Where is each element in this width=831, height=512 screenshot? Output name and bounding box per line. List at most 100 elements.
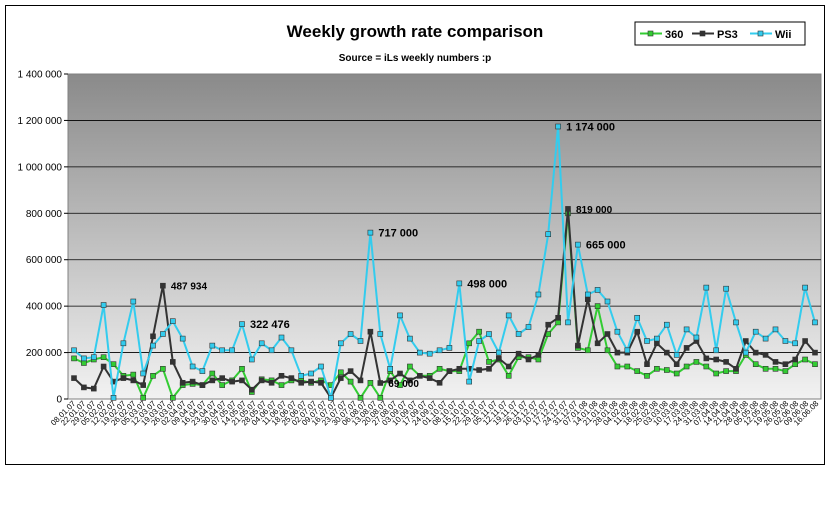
data-point-360 (792, 361, 799, 368)
data-point-wii (644, 338, 650, 344)
data-point-ps3 (288, 375, 295, 381)
data-point-wii (179, 335, 186, 342)
data-point-360 (407, 363, 413, 370)
data-point-wii (486, 331, 492, 337)
data-point-wii (812, 319, 818, 326)
data-point-ps3 (268, 379, 275, 386)
data-point-360 (397, 382, 403, 388)
data-point-360 (278, 382, 285, 388)
data-point-wii (713, 347, 720, 354)
data-label: 717 000 (378, 228, 418, 240)
data-point-ps3 (189, 378, 196, 385)
data-point-ps3 (81, 384, 87, 391)
data-point-wii (120, 340, 127, 347)
series-line-wii (73, 125, 816, 399)
data-label: 487 934 (171, 282, 208, 293)
data-point-ps3 (446, 368, 453, 374)
data-point-ps3 (436, 379, 443, 386)
chart-svg: Weekly growth rate comparison Source = i… (18, 21, 822, 427)
data-point-360 (624, 363, 631, 370)
legend: 360 PS3 Wii (634, 21, 806, 46)
data-point-wii (308, 370, 314, 377)
data-point-wii (298, 372, 305, 379)
chart-frame: Weekly growth rate comparison Source = i… (5, 5, 825, 465)
data-point-360 (782, 368, 789, 374)
data-point-360 (130, 371, 137, 378)
data-point-ps3 (525, 356, 532, 363)
data-point-360 (802, 356, 808, 363)
data-point-ps3 (100, 363, 107, 370)
data-point-wii (288, 347, 295, 354)
data-point-wii (150, 342, 156, 349)
data-point-360 (377, 394, 384, 401)
data-point-360 (555, 319, 561, 326)
data-point-ps3 (752, 349, 759, 356)
data-point-wii (229, 347, 235, 354)
data-point-ps3 (634, 328, 641, 335)
data-point-wii (219, 347, 225, 354)
data-point-ps3 (782, 361, 789, 368)
data-point-360 (100, 354, 107, 361)
data-point-360 (713, 370, 720, 377)
data-point-360 (723, 368, 729, 374)
data-point-ps3 (762, 352, 769, 358)
data-point-ps3 (535, 352, 542, 358)
y-tick-label: 1 000 000 (18, 162, 63, 173)
data-point-ps3 (209, 377, 216, 384)
legend-box (634, 21, 806, 46)
data-point-wii (209, 342, 216, 349)
data-point-ps3 (733, 365, 739, 372)
data-point-wii (416, 349, 423, 356)
data-point-ps3 (426, 375, 433, 381)
data-point-360 (634, 368, 641, 374)
data-point-ps3 (545, 321, 552, 328)
y-tick-label: 800 000 (26, 209, 63, 220)
data-point-wii (140, 370, 146, 377)
y-tick-label: 600 000 (26, 255, 63, 266)
legend-marker-wii (757, 30, 764, 37)
data-point-360 (604, 347, 611, 354)
data-point-wii (130, 298, 137, 305)
data-point-ps3 (604, 331, 611, 337)
data-point-ps3 (347, 368, 354, 374)
y-tick-label: 1 200 000 (18, 116, 63, 127)
data-point-ps3 (673, 361, 680, 368)
data-point-wii (337, 340, 344, 347)
legend-label-wii: Wii (775, 29, 791, 41)
data-point-ps3 (407, 377, 413, 384)
data-label: 1 174 000 (566, 122, 615, 134)
data-point-ps3 (130, 377, 137, 384)
series-layer (71, 123, 818, 401)
data-point-wii (328, 394, 334, 401)
data-point-wii (545, 231, 552, 237)
data-point-wii (515, 331, 522, 337)
data-point-wii (683, 326, 690, 333)
data-point-ps3 (575, 342, 581, 349)
data-point-360 (367, 379, 374, 386)
data-point-ps3 (367, 328, 374, 335)
y-tick-label: 0 (56, 395, 62, 406)
data-point-wii (249, 356, 255, 363)
data-point-ps3 (555, 314, 561, 321)
data-point-wii (466, 378, 473, 385)
data-point-ps3 (713, 356, 720, 363)
data-point-ps3 (150, 333, 156, 340)
data-point-360 (140, 394, 146, 401)
data-point-wii (278, 334, 285, 341)
data-point-wii (426, 350, 433, 357)
data-point-wii (575, 241, 581, 248)
data-point-360 (486, 359, 492, 365)
data-point-360 (693, 359, 700, 365)
data-point-360 (654, 365, 660, 372)
data-point-wii (407, 335, 413, 342)
series-wii (71, 123, 818, 401)
data-point-ps3 (486, 365, 492, 372)
data-point-360 (703, 363, 710, 370)
data-point-360 (209, 370, 216, 377)
data-point-ps3 (298, 379, 305, 386)
data-point-wii (555, 123, 561, 130)
data-point-wii (189, 363, 196, 370)
data-point-ps3 (239, 377, 245, 384)
data-point-wii (594, 287, 601, 293)
data-point-360 (762, 365, 769, 372)
